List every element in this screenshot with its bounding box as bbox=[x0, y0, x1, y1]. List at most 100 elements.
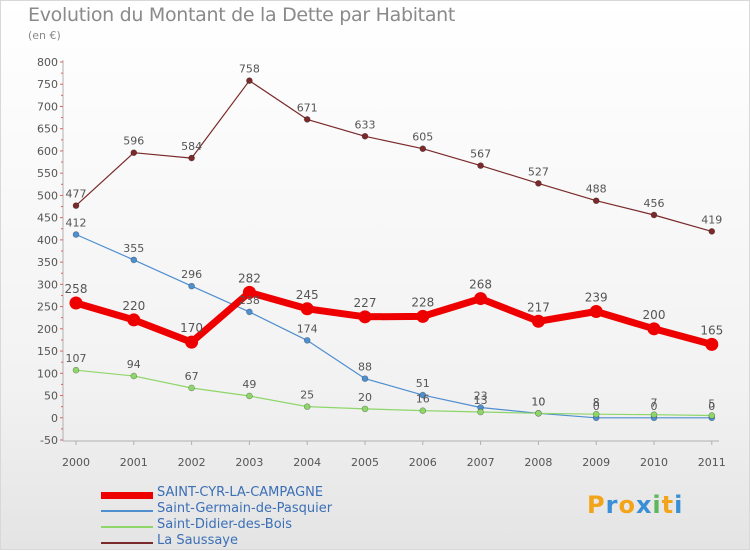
y-tick-label: 550 bbox=[37, 167, 58, 180]
series-line-saint-cyr bbox=[72, 288, 716, 348]
data-point-saint-cyr bbox=[242, 285, 256, 299]
data-label-saint-cyr: 200 bbox=[643, 308, 666, 322]
y-tick-label: -50 bbox=[40, 434, 58, 447]
x-tick-label: 2002 bbox=[178, 456, 206, 469]
data-label-saint-cyr: 165 bbox=[700, 323, 723, 337]
chart-title: Evolution du Montant de la Dette par Hab… bbox=[28, 4, 456, 26]
y-tick-label: 650 bbox=[37, 123, 58, 136]
data-point-saint-cyr bbox=[647, 322, 661, 336]
data-point-la-saussaye bbox=[361, 132, 369, 140]
data-point-saint-cyr bbox=[589, 304, 603, 318]
x-tick-label: 2008 bbox=[524, 456, 552, 469]
legend-swatch bbox=[101, 510, 153, 512]
data-label-la-saussaye: 758 bbox=[239, 63, 260, 76]
legend-swatch bbox=[101, 491, 153, 499]
logo-letter: o bbox=[618, 491, 636, 519]
data-label-saint-didier: 16 bbox=[416, 393, 430, 406]
data-label-saint-cyr: 220 bbox=[122, 299, 145, 313]
data-point-saint-germain bbox=[361, 375, 369, 382]
data-point-saint-didier bbox=[246, 392, 253, 400]
data-point-saint-didier bbox=[708, 412, 716, 419]
data-point-saint-didier bbox=[650, 411, 658, 418]
data-label-la-saussaye: 488 bbox=[586, 183, 607, 196]
y-tick-label: 500 bbox=[37, 189, 58, 202]
data-label-saint-cyr: 227 bbox=[354, 296, 377, 310]
data-label-saint-germain: 10 bbox=[531, 395, 545, 408]
data-point-saint-didier bbox=[535, 410, 542, 417]
data-label-saint-germain: 296 bbox=[181, 268, 202, 281]
logo-letter: i bbox=[652, 491, 662, 519]
data-label-saint-germain: 238 bbox=[239, 294, 260, 307]
y-tick-label: 350 bbox=[37, 256, 58, 269]
legend-swatch bbox=[101, 542, 153, 544]
data-label-saint-didier: 5 bbox=[708, 398, 715, 411]
data-point-saint-cyr bbox=[127, 313, 141, 327]
y-tick-label: 400 bbox=[37, 234, 58, 247]
data-label-saint-germain: 174 bbox=[297, 322, 318, 335]
data-point-la-saussaye bbox=[303, 116, 311, 123]
legend-swatch bbox=[101, 526, 153, 528]
data-point-saint-didier bbox=[130, 372, 138, 380]
data-label-la-saussaye: 419 bbox=[701, 213, 722, 226]
data-label-la-saussaye: 633 bbox=[355, 118, 376, 131]
data-label-saint-didier: 94 bbox=[127, 358, 141, 371]
logo-letter: P bbox=[587, 491, 606, 519]
y-tick-label: 200 bbox=[37, 323, 58, 336]
y-tick-label: 150 bbox=[37, 345, 58, 358]
data-label-la-saussaye: 567 bbox=[470, 148, 491, 161]
series-line-saint-germain bbox=[75, 233, 713, 419]
data-label-saint-didier: 107 bbox=[66, 352, 87, 365]
x-tick-label: 2007 bbox=[467, 456, 495, 469]
data-point-saint-germain bbox=[188, 282, 195, 290]
y-tick-label: 0 bbox=[51, 412, 58, 425]
data-point-la-saussaye bbox=[419, 145, 427, 153]
data-point-saint-cyr bbox=[705, 337, 719, 351]
logo-letter: x bbox=[635, 491, 653, 519]
legend-label: Saint-Didier-des-Bois bbox=[157, 517, 293, 532]
y-tick-label: 600 bbox=[37, 145, 58, 158]
data-label-la-saussaye: 477 bbox=[66, 188, 87, 201]
data-point-la-saussaye bbox=[130, 149, 138, 157]
data-point-saint-cyr bbox=[300, 302, 314, 316]
data-point-la-saussaye bbox=[477, 162, 484, 169]
data-point-saint-didier bbox=[419, 407, 427, 414]
data-label-la-saussaye: 605 bbox=[412, 131, 433, 144]
series-layer bbox=[69, 77, 719, 422]
proxiti-logo: Proxiti bbox=[587, 491, 683, 519]
data-label-saint-germain: 412 bbox=[66, 217, 87, 230]
data-point-la-saussaye bbox=[650, 211, 658, 219]
data-label-saint-didier: 20 bbox=[358, 391, 372, 404]
x-tick-label: 2005 bbox=[351, 456, 379, 469]
data-point-saint-cyr bbox=[358, 310, 372, 324]
data-point-saint-cyr bbox=[69, 296, 83, 310]
y-tick-label: 450 bbox=[37, 212, 58, 225]
data-label-saint-germain: 0 bbox=[708, 400, 715, 413]
data-label-saint-germain: 0 bbox=[651, 400, 658, 413]
y-tick-label: 750 bbox=[37, 78, 58, 91]
chart-axes: -500501001502002503003504004505005506006… bbox=[37, 56, 726, 469]
legend-label: SAINT-CYR-LA-CAMPAGNE bbox=[157, 485, 324, 500]
data-point-saint-didier bbox=[477, 408, 484, 416]
series-line-saint-didier bbox=[75, 369, 713, 417]
data-label-saint-cyr: 245 bbox=[296, 288, 319, 302]
y-tick-label: 700 bbox=[37, 100, 58, 113]
data-label-saint-cyr: 239 bbox=[585, 290, 608, 304]
data-point-la-saussaye bbox=[246, 77, 253, 84]
y-tick-label: 300 bbox=[37, 278, 58, 291]
data-point-saint-cyr bbox=[531, 314, 545, 328]
data-point-saint-germain bbox=[303, 337, 311, 344]
data-point-saint-didier bbox=[303, 403, 311, 410]
x-tick-label: 2009 bbox=[582, 456, 610, 469]
x-tick-label: 2000 bbox=[62, 456, 90, 469]
legend-label: Saint-Germain-de-Pasquier bbox=[157, 501, 333, 516]
data-label-saint-didier: 67 bbox=[185, 370, 199, 383]
data-label-saint-didier: 13 bbox=[474, 394, 488, 407]
data-point-saint-germain bbox=[72, 231, 80, 238]
y-tick-label: 250 bbox=[37, 301, 58, 314]
data-point-saint-germain bbox=[419, 391, 427, 399]
data-label-saint-germain: 23 bbox=[474, 390, 488, 403]
data-point-saint-didier bbox=[72, 366, 80, 374]
data-point-saint-cyr bbox=[416, 309, 430, 323]
